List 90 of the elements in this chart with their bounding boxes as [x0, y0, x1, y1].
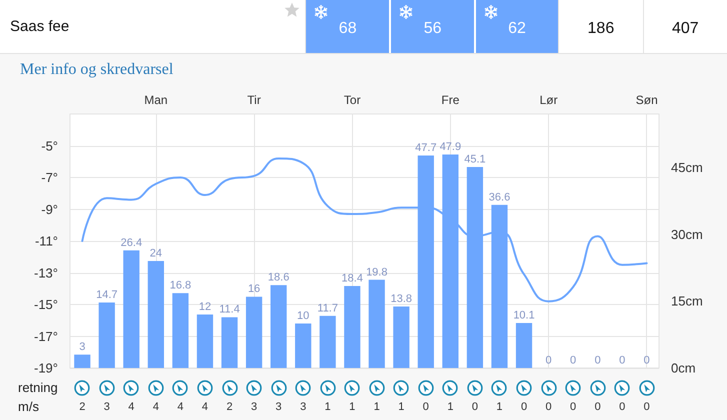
data-label: 11.7	[317, 302, 338, 314]
data-label: 2	[225, 400, 234, 414]
bar	[320, 316, 336, 368]
data-label: 3	[299, 400, 308, 414]
data-label: 0	[619, 354, 626, 366]
data-label: 2	[78, 400, 86, 414]
bar	[516, 322, 532, 368]
data-label: 47.9	[440, 141, 462, 154]
y-tick-label: -9°	[41, 202, 58, 217]
y-tick-label: -13°	[34, 265, 58, 280]
data-label: 0	[618, 400, 626, 414]
data-label: 3	[250, 400, 258, 414]
data-label: 47.7	[415, 142, 437, 154]
x-tick-label: Søn	[636, 93, 658, 107]
data-label: 10	[297, 310, 310, 322]
data-label: 1	[348, 400, 356, 414]
data-label: 1	[495, 400, 504, 414]
data-label: 0	[470, 400, 479, 414]
bar	[148, 261, 164, 368]
data-label: 62	[476, 0, 558, 53]
data-label: 14.7	[96, 288, 118, 301]
y-tick-label: -17°	[34, 328, 58, 344]
data-label: 3	[274, 400, 283, 414]
text: Mer info og skredvarsel	[20, 60, 174, 80]
y-tick-label: -5°	[41, 138, 58, 154]
y-tick-label: -19°	[34, 360, 58, 376]
bar	[98, 302, 115, 368]
data-label: 407	[644, 0, 727, 53]
data-label: 0	[644, 354, 650, 366]
x-tick-label: Tir	[247, 93, 261, 107]
data-label: 4	[152, 400, 160, 414]
text: m/s	[18, 398, 39, 416]
bar	[221, 317, 238, 368]
data-label: 13.8	[390, 293, 412, 306]
data-label: 1	[397, 400, 406, 414]
data-label: 45.1	[464, 154, 486, 166]
data-label: 11.4	[219, 304, 240, 316]
data-label: 4	[176, 400, 184, 414]
data-label: 0	[594, 400, 602, 414]
data-label: 0	[422, 400, 430, 414]
data-label: 0	[570, 354, 576, 366]
y2-tick-label: 45cm	[671, 160, 703, 175]
bar	[368, 280, 385, 368]
bar	[196, 314, 214, 368]
x-tick-label: Tor	[344, 93, 361, 107]
x-tick-label: Man	[144, 93, 168, 107]
data-label: 4	[200, 400, 210, 414]
data-label: 16.8	[170, 280, 192, 292]
data-label: 24	[150, 248, 162, 260]
y-tick-label: -7°	[41, 170, 58, 185]
bar	[246, 296, 262, 368]
bar	[295, 323, 312, 368]
x-tick-label: Lør	[540, 93, 558, 107]
x-tick-label: Fre	[441, 93, 460, 107]
data-label: 3	[102, 400, 111, 414]
y-tick-label: -11°	[34, 234, 58, 248]
data-label: 0	[569, 400, 578, 414]
data-label: 3	[79, 341, 86, 354]
data-label: 18.4	[342, 272, 363, 285]
y2-tick-label: 30cm	[671, 226, 703, 242]
y-tick-label: -15°	[34, 297, 58, 312]
y2-tick-label: 0cm	[671, 360, 696, 376]
data-label: 36.6	[488, 191, 510, 204]
data-label: 1	[324, 400, 332, 414]
data-label: 0	[642, 400, 651, 414]
data-label: 10.1	[513, 309, 535, 322]
data-label: 68	[306, 0, 390, 53]
bar	[270, 285, 287, 368]
data-label: 18.6	[268, 272, 290, 284]
bar	[172, 293, 189, 368]
data-label: 0	[544, 400, 553, 414]
data-label: 12	[198, 301, 212, 314]
text: retning	[18, 379, 58, 397]
text: Saas fee	[10, 17, 70, 37]
data-label: 0	[546, 354, 552, 366]
data-label: 56	[391, 0, 474, 53]
data-label: 1	[372, 400, 381, 414]
data-label: 0	[594, 354, 601, 366]
data-label: 19.8	[366, 266, 388, 278]
bar	[74, 354, 90, 368]
data-label: 4	[127, 400, 136, 414]
bar	[123, 250, 140, 368]
data-label: 186	[559, 0, 643, 53]
y2-tick-label: 15cm	[671, 294, 703, 309]
bar	[344, 286, 360, 368]
bar	[393, 306, 410, 368]
data-label: 1	[446, 400, 454, 414]
data-label: 0	[520, 400, 528, 414]
data-label: 26.4	[120, 236, 142, 249]
data-label: 16	[248, 283, 260, 296]
